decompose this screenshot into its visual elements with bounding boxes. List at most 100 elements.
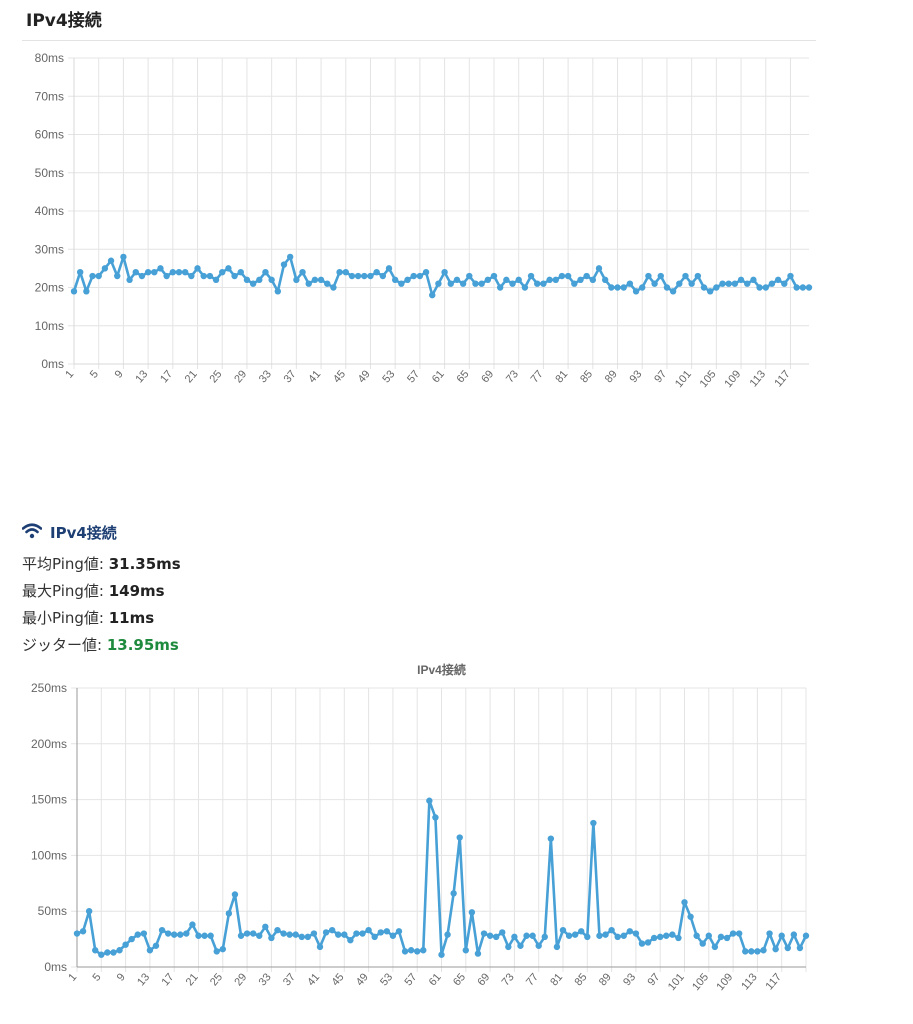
data-point — [693, 932, 700, 939]
data-point — [729, 930, 737, 937]
data-point — [367, 272, 374, 280]
x-tick-label: 53 — [378, 971, 395, 988]
data-point — [766, 930, 773, 937]
x-tick-label: 5 — [90, 971, 103, 983]
data-point — [140, 930, 148, 937]
data-point — [577, 276, 584, 284]
data-point — [361, 272, 368, 280]
data-point — [151, 269, 158, 276]
data-point — [354, 272, 362, 280]
data-point — [784, 944, 791, 952]
x-tick-label: 69 — [475, 971, 492, 988]
data-point — [342, 269, 349, 276]
y-tick-label: 150ms — [31, 793, 67, 807]
data-point — [450, 890, 457, 897]
data-point — [207, 932, 214, 939]
data-point — [371, 933, 378, 941]
data-point — [194, 265, 201, 272]
data-point — [175, 269, 183, 276]
data-point — [262, 269, 269, 276]
data-point — [772, 945, 779, 953]
data-point — [486, 932, 494, 939]
data-point — [328, 926, 336, 934]
data-point — [499, 929, 506, 936]
x-tick-label: 61 — [430, 368, 447, 385]
data-point — [781, 280, 788, 287]
data-point — [231, 891, 239, 898]
data-point — [316, 943, 324, 951]
data-point — [422, 269, 430, 276]
data-point — [657, 272, 664, 280]
data-point — [120, 253, 127, 261]
data-point — [286, 253, 294, 261]
x-tick-label: 21 — [184, 971, 201, 988]
data-point — [171, 931, 178, 938]
data-point — [447, 280, 454, 287]
data-point — [472, 280, 479, 287]
data-point — [559, 926, 567, 934]
x-tick-label: 117 — [764, 971, 784, 992]
x-tick-label: 45 — [330, 971, 347, 988]
data-point — [256, 932, 263, 939]
data-point — [414, 948, 421, 955]
data-point — [558, 272, 566, 280]
wifi-icon — [21, 522, 43, 543]
data-point — [602, 931, 609, 938]
data-point — [509, 280, 516, 287]
data-point — [416, 272, 424, 280]
data-point — [169, 269, 177, 276]
data-point — [144, 269, 152, 276]
data-point — [663, 284, 671, 291]
data-point — [132, 269, 139, 276]
data-point — [511, 933, 518, 941]
x-tick-label: 29 — [232, 368, 249, 385]
x-tick-label: 29 — [232, 971, 249, 988]
data-point — [754, 948, 761, 955]
data-point — [158, 926, 166, 934]
data-point — [116, 947, 123, 954]
data-point — [401, 948, 409, 955]
data-point — [595, 265, 603, 272]
data-point — [410, 272, 417, 280]
data-point — [237, 269, 244, 276]
data-point — [212, 276, 220, 284]
data-point — [157, 265, 164, 272]
x-tick-label: 77 — [529, 368, 546, 385]
data-point — [317, 276, 325, 284]
x-tick-label: 85 — [573, 971, 590, 988]
data-point — [146, 947, 154, 954]
data-point — [195, 932, 202, 939]
data-point — [719, 280, 726, 287]
x-tick-label: 49 — [356, 368, 373, 385]
data-point — [377, 929, 384, 936]
data-point — [104, 949, 111, 956]
data-point — [768, 280, 776, 287]
y-tick-label: 30ms — [35, 242, 64, 256]
data-point — [389, 932, 397, 939]
data-point — [484, 276, 492, 284]
data-point — [268, 276, 275, 284]
data-point — [249, 930, 257, 937]
data-point — [748, 948, 755, 955]
data-point — [578, 928, 585, 935]
data-point — [478, 280, 485, 287]
x-tick-label: 109 — [714, 971, 735, 993]
data-point — [110, 949, 117, 956]
x-tick-label: 13 — [133, 368, 150, 385]
data-point — [699, 940, 706, 947]
data-point — [225, 910, 233, 917]
data-point — [644, 939, 652, 946]
data-point — [492, 933, 500, 941]
data-point — [341, 931, 348, 938]
data-point — [138, 272, 146, 280]
data-point — [651, 280, 658, 287]
data-point — [353, 930, 360, 937]
data-point — [98, 951, 105, 958]
y-tick-label: 50ms — [38, 904, 67, 918]
x-tick-label: 25 — [208, 971, 225, 988]
data-point — [459, 280, 467, 287]
data-point — [181, 269, 189, 276]
data-point — [638, 940, 646, 947]
data-point — [614, 933, 621, 941]
data-point — [596, 932, 603, 939]
